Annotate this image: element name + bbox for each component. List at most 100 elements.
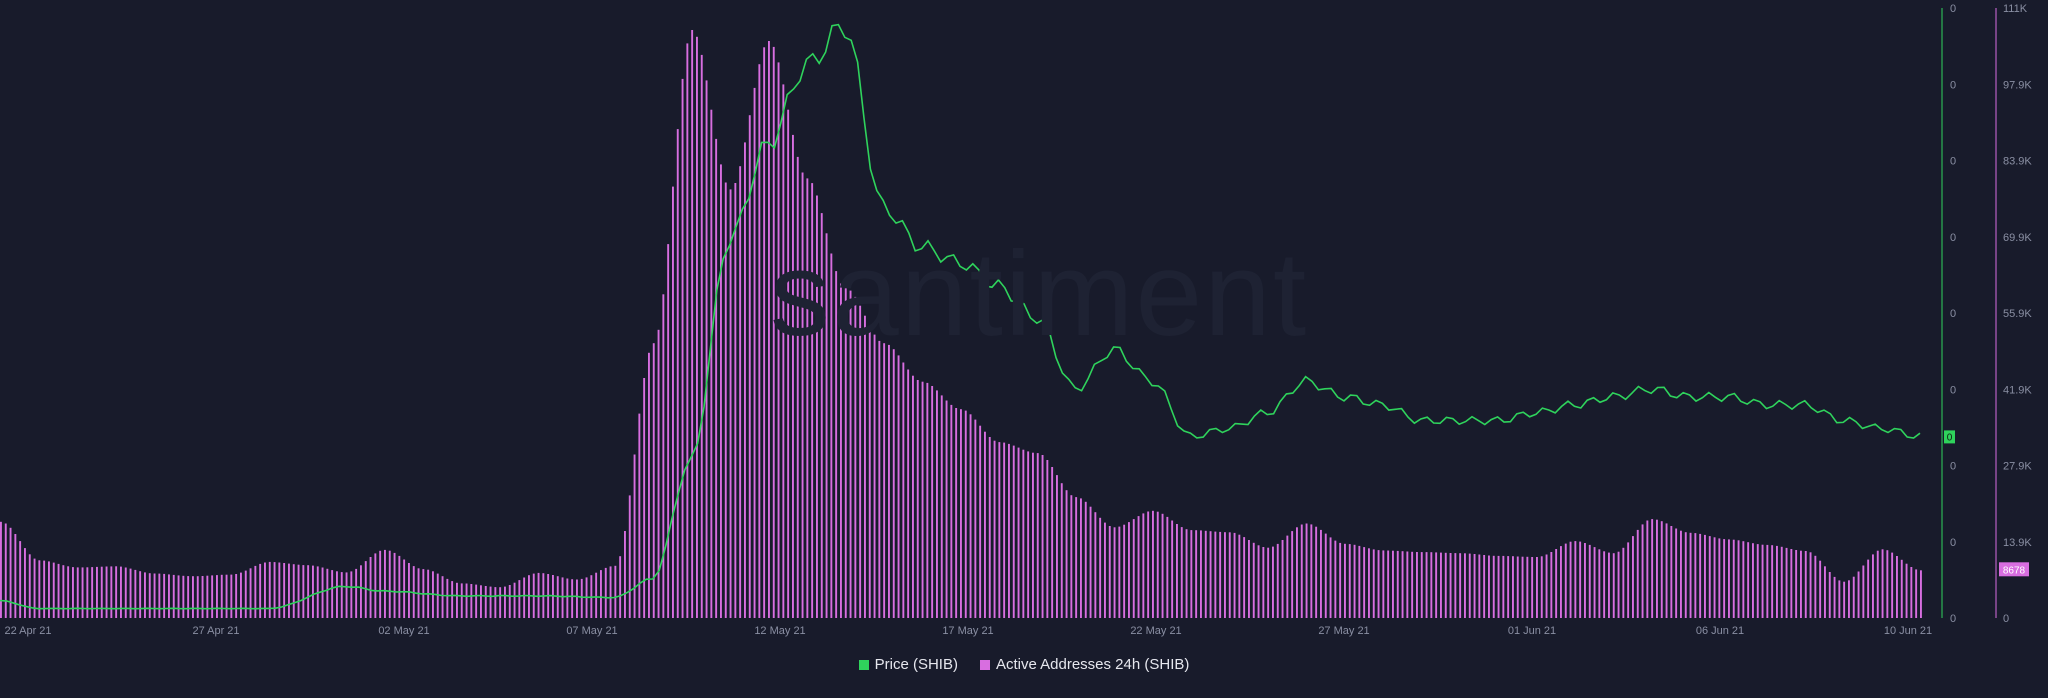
address-bar <box>331 570 334 618</box>
address-bar <box>609 566 612 618</box>
address-bar <box>76 567 79 618</box>
address-bar <box>1675 528 1678 618</box>
address-bar <box>796 156 799 618</box>
price-axis-tick-label: 0 <box>1950 461 1956 473</box>
address-bar <box>715 138 718 618</box>
address-bar <box>1531 557 1534 618</box>
address-bar <box>1300 524 1303 618</box>
address-bar <box>489 586 492 618</box>
address-bar <box>67 566 70 618</box>
address-bar <box>1425 552 1428 618</box>
address-bar <box>1262 547 1265 618</box>
address-bar <box>240 572 242 618</box>
address-bar <box>1272 546 1274 618</box>
address-bar <box>988 437 991 618</box>
address-bar <box>1483 555 1486 618</box>
address-bar <box>105 566 108 618</box>
address-bar <box>1449 553 1452 618</box>
x-axis-tick-label: 07 May 21 <box>566 625 617 637</box>
address-bar <box>1560 546 1562 618</box>
legend-swatch-active-addresses <box>979 659 990 670</box>
address-bar <box>158 573 161 618</box>
address-bar <box>1070 495 1073 618</box>
address-bar <box>1156 511 1159 618</box>
address-bar <box>379 550 382 618</box>
address-bar <box>816 195 818 618</box>
address-bar <box>700 54 703 618</box>
address-bar <box>883 343 886 618</box>
address-bar <box>1017 447 1020 618</box>
address-bar <box>96 566 98 618</box>
address-bar <box>1742 541 1745 618</box>
address-bar <box>1478 554 1481 618</box>
address-bar <box>168 574 170 618</box>
address-bar <box>686 43 689 618</box>
address-bar <box>283 563 286 618</box>
x-axis-tick-label: 27 May 21 <box>1318 625 1369 637</box>
address-bar <box>811 183 814 618</box>
address-bar <box>892 349 895 618</box>
price-axis-tick-label: 0 <box>1950 384 1956 396</box>
address-bar <box>561 577 564 618</box>
address-bar <box>1046 460 1049 618</box>
address-bar <box>1833 576 1836 618</box>
address-bar <box>1099 517 1102 618</box>
address-bar <box>460 583 463 618</box>
address-bar <box>196 576 199 618</box>
address-bar <box>1857 571 1860 618</box>
address-bar <box>1108 526 1111 618</box>
address-bar <box>571 579 574 618</box>
address-bar <box>1075 497 1078 618</box>
address-bar <box>456 582 458 618</box>
address-axis-tick-label: 27.9K <box>2003 461 2032 473</box>
address-bar <box>1416 552 1418 618</box>
address-bar <box>1651 519 1654 618</box>
address-bar <box>4 523 7 618</box>
address-bar <box>192 576 194 618</box>
address-bar <box>1204 530 1207 618</box>
address-bar <box>1401 551 1404 618</box>
address-bar <box>388 550 391 618</box>
address-bar <box>1694 533 1697 618</box>
address-bar <box>120 566 122 618</box>
address-bar <box>638 413 641 618</box>
address-bar <box>768 41 770 618</box>
address-bar <box>1569 541 1572 618</box>
address-bar <box>360 565 362 618</box>
address-bar <box>1310 524 1313 618</box>
address-bar <box>888 344 890 618</box>
price-axis-tick-label: 0 <box>1950 232 1956 244</box>
legend-item-active-addresses[interactable]: Active Addresses 24h (SHIB) <box>979 656 1189 673</box>
address-bar <box>633 454 636 618</box>
address-bar <box>1267 547 1270 618</box>
address-bar <box>1392 550 1394 618</box>
address-bar <box>984 431 986 618</box>
address-bar <box>216 575 218 618</box>
address-bar <box>1051 467 1054 618</box>
address-bar <box>595 572 598 618</box>
address-bar <box>960 409 962 618</box>
address-bar <box>849 290 852 618</box>
address-bar <box>1780 546 1783 618</box>
address-bar <box>940 395 943 618</box>
address-bar <box>777 62 780 618</box>
legend-swatch-price <box>858 659 869 670</box>
address-bar <box>1497 555 1500 618</box>
address-bar <box>484 586 487 618</box>
address-bar <box>1022 449 1025 618</box>
legend-item-price[interactable]: Price (SHIB) <box>858 656 958 673</box>
price-line <box>0 23 1921 610</box>
address-bar <box>1296 527 1298 618</box>
address-bar <box>1440 552 1442 618</box>
address-bar <box>624 531 626 618</box>
address-bar <box>1665 523 1668 618</box>
address-bar <box>1795 550 1798 618</box>
address-bar <box>177 575 180 618</box>
address-bar <box>523 577 526 618</box>
address-bar <box>1161 513 1164 618</box>
address-bar <box>912 375 914 618</box>
address-bar <box>451 581 454 618</box>
address-bar <box>1315 526 1318 618</box>
legend: Price (SHIB) Active Addresses 24h (SHIB) <box>0 656 2048 673</box>
